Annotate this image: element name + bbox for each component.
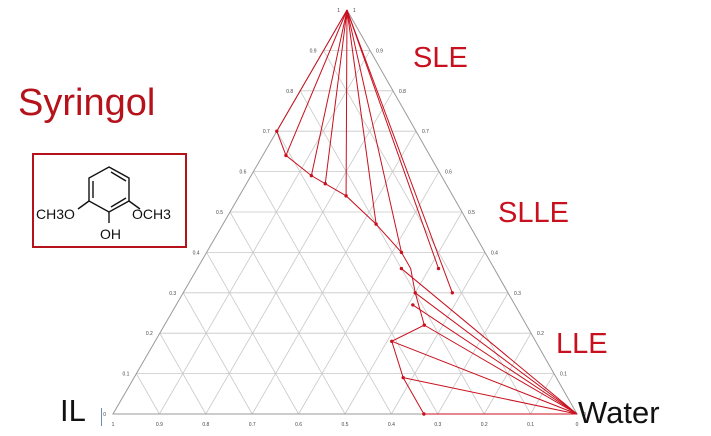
substituent-methoxy-left: CH3O — [36, 206, 75, 222]
tie-line-endpoint — [401, 375, 405, 380]
tick-label-syringol: 0 — [103, 412, 106, 418]
molecule-structure-box: CH3O OCH3 OH — [32, 153, 187, 248]
substituent-methoxy-right: OCH3 — [132, 206, 171, 222]
tie-line-endpoint — [323, 182, 327, 186]
tie-line-endpoint — [399, 266, 404, 271]
tie-line-slle — [401, 268, 578, 415]
tie-line-endpoint — [413, 291, 417, 295]
tick-layer: 0 0.1 0.2 0.3 0.4 0.5 0.6 0.7 0.8 0.9 1 1 0.9 0.8 0.7 0… — [103, 8, 586, 428]
tie-line-slle — [346, 9, 453, 293]
tick-label-syringol: 0.3 — [169, 291, 176, 297]
tick-label-il: 0.5 — [342, 422, 349, 428]
grid-line — [276, 131, 439, 415]
tie-line-sle — [310, 9, 348, 176]
tick-label-il: 0.8 — [202, 422, 209, 428]
triangle-frame — [112, 8, 578, 415]
tick-label-il: 0.3 — [434, 422, 441, 428]
tick-label-il: 0 — [576, 422, 579, 428]
tie-line-endpoint — [399, 250, 404, 255]
tick-label-syringol: 0.6 — [239, 170, 246, 176]
tie-line-slle — [424, 324, 578, 415]
tie-line-sle — [324, 9, 348, 184]
tick-label-water: 0.5 — [468, 210, 475, 216]
tie-line-sle — [276, 9, 348, 132]
tick-label-syringol: 0.7 — [263, 129, 270, 135]
tick-label-water: 0.6 — [445, 170, 452, 176]
tie-line-endpoint — [344, 194, 348, 198]
tie-line-lle — [403, 377, 578, 415]
tick-label-water: 0.8 — [399, 89, 406, 95]
tie-line-endpoint — [422, 323, 427, 327]
tie-line-sle — [346, 9, 402, 253]
vertex-label-il: IL — [60, 393, 86, 428]
tick-label-il: 1 — [112, 422, 115, 428]
tie-line-sle — [285, 9, 348, 156]
tick-label-il: 0.9 — [156, 422, 163, 428]
substituent-hydroxyl: OH — [100, 226, 121, 242]
tick-label-syringol: 0.8 — [286, 89, 293, 95]
tick-label-il: 0.2 — [481, 422, 488, 428]
tie-line-endpoint — [411, 303, 415, 307]
tick-label-il: 0.4 — [388, 422, 395, 428]
tie-line-sle — [345, 9, 348, 196]
tick-label-il: 0.6 — [295, 422, 302, 428]
tick-label-water: 0.4 — [491, 250, 498, 256]
tie-line-slle — [414, 292, 578, 415]
tie-line-endpoint — [436, 266, 441, 271]
compound-title: Syringol — [18, 82, 156, 124]
grid-line — [182, 292, 253, 415]
syringol-structure-icon: CH3O OCH3 OH — [36, 166, 171, 242]
grid-line — [159, 50, 371, 415]
tick-label-water: 0.3 — [514, 291, 521, 297]
tie-line-endpoint — [275, 129, 279, 133]
tie-line-endpoint — [374, 222, 378, 226]
tick-label-water: 0.2 — [537, 331, 544, 337]
grid-line — [251, 130, 417, 415]
data-layer — [275, 9, 578, 416]
tick-label-syringol: 0.2 — [146, 331, 153, 337]
tick-label-syringol: 0.4 — [193, 250, 200, 256]
tick-label-water: 0.9 — [376, 48, 383, 54]
tie-line-endpoint — [422, 412, 426, 416]
tie-line-sle — [346, 9, 377, 225]
tick-label-water: 1 — [353, 8, 356, 14]
tie-line-slle — [412, 304, 578, 415]
tie-line-lle — [391, 340, 578, 415]
tie-line-endpoint — [390, 339, 394, 343]
grid-line — [323, 50, 531, 415]
region-label-slle: SLLE — [498, 197, 569, 229]
grid-line — [229, 211, 346, 415]
tick-label-syringol: 1 — [337, 8, 340, 14]
grid-line — [206, 252, 299, 415]
vertex-label-water: Water — [578, 395, 660, 430]
region-label-sle: SLE — [413, 42, 468, 74]
tick-label-water: 0.7 — [422, 129, 429, 135]
tie-line-sle — [346, 9, 439, 269]
region-label-lle: LLE — [556, 328, 608, 360]
tick-label-water: 0 — [583, 412, 586, 418]
tick-label-il: 0.7 — [249, 422, 256, 428]
tie-line-endpoint — [450, 291, 455, 295]
tick-label-water: 0.1 — [560, 372, 567, 378]
tick-label-syringol: 0.1 — [122, 372, 129, 378]
tie-line-endpoint — [309, 173, 314, 178]
il-cursor-mark — [101, 408, 102, 426]
tie-line-endpoint — [284, 153, 288, 158]
tick-label-syringol: 0.5 — [216, 210, 223, 216]
grid-line — [344, 211, 463, 415]
tick-label-syringol: 0.9 — [310, 48, 317, 54]
grid-line — [159, 333, 207, 415]
grid-line — [136, 373, 160, 415]
tick-label-il: 0.1 — [527, 422, 534, 428]
